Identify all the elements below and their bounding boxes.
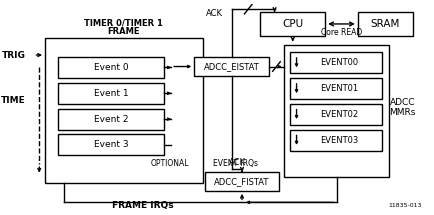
Bar bbox=[289, 52, 381, 73]
Text: 11835-013: 11835-013 bbox=[388, 203, 421, 208]
Text: SRAM: SRAM bbox=[370, 19, 399, 29]
Text: OPTIONAL: OPTIONAL bbox=[151, 159, 189, 168]
Text: EVENT IRQs: EVENT IRQs bbox=[213, 159, 258, 168]
Text: ADCC
MMRs: ADCC MMRs bbox=[389, 98, 415, 117]
Text: ACK: ACK bbox=[205, 9, 222, 18]
Bar bbox=[204, 172, 279, 191]
Bar bbox=[58, 134, 163, 155]
Text: TRIG: TRIG bbox=[2, 51, 26, 60]
Text: ADCC_EISTAT: ADCC_EISTAT bbox=[203, 62, 259, 71]
Text: TIMER 0/TIMER 1: TIMER 0/TIMER 1 bbox=[84, 18, 163, 27]
Bar bbox=[283, 45, 388, 177]
Bar bbox=[357, 12, 412, 36]
Text: EVENT01: EVENT01 bbox=[320, 84, 358, 93]
Text: FRAME: FRAME bbox=[107, 27, 140, 36]
Text: TIME: TIME bbox=[1, 97, 26, 105]
Text: FRAME IRQs: FRAME IRQs bbox=[112, 201, 173, 210]
Text: Core READ: Core READ bbox=[320, 28, 362, 37]
Text: Event 1: Event 1 bbox=[93, 89, 128, 98]
Bar bbox=[260, 12, 325, 36]
Text: CPU: CPU bbox=[282, 19, 302, 29]
Text: Event 3: Event 3 bbox=[93, 140, 128, 149]
Bar bbox=[58, 57, 163, 78]
Bar bbox=[289, 130, 381, 151]
Text: Event 2: Event 2 bbox=[93, 115, 128, 124]
Text: ACK: ACK bbox=[228, 158, 245, 167]
Text: EVENT03: EVENT03 bbox=[320, 136, 358, 145]
Bar bbox=[58, 83, 163, 104]
Bar bbox=[58, 109, 163, 130]
Bar bbox=[194, 57, 268, 76]
Bar bbox=[289, 78, 381, 99]
Text: Event 0: Event 0 bbox=[93, 63, 128, 72]
Text: EVENT00: EVENT00 bbox=[320, 58, 358, 67]
Bar bbox=[289, 104, 381, 125]
Bar bbox=[45, 38, 202, 183]
Text: EVENT02: EVENT02 bbox=[320, 110, 358, 119]
Text: ADCC_FISTAT: ADCC_FISTAT bbox=[214, 177, 269, 186]
